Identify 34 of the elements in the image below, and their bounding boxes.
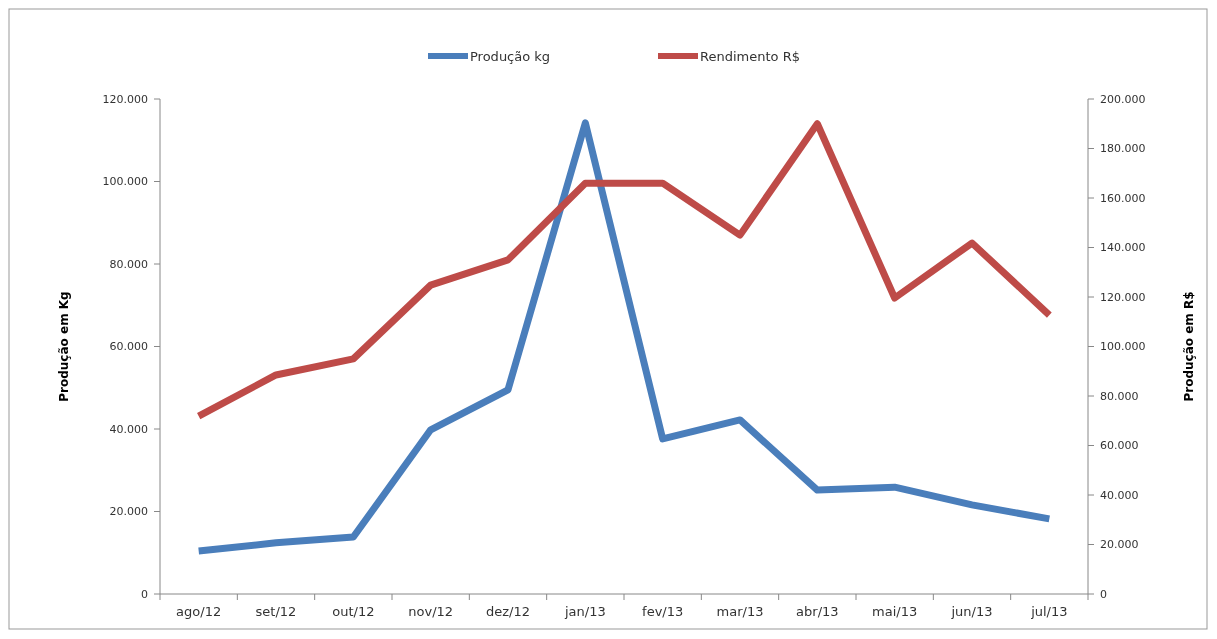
y-tick-label: 80.000 [109,257,148,271]
y2-tick-label: 180.000 [1100,142,1146,156]
y-tick-label: 0 [141,587,148,601]
y2-tick-label: 140.000 [1100,241,1146,255]
x-tick-label: jan/13 [563,604,606,619]
x-tick-label: out/12 [332,604,375,619]
x-tick-label: jul/13 [1030,604,1068,619]
legend-label: Rendimento R$ [700,48,800,64]
y-tick-label: 60.000 [109,340,148,354]
y2-tick-label: 200.000 [1100,92,1146,106]
y2-axis-title: Produção em R$ [1182,291,1196,402]
y2-tick-label: 60.000 [1100,439,1139,453]
x-tick-label: fev/13 [642,604,684,619]
x-tick-label: jun/13 [950,604,993,619]
x-tick-label: dez/12 [486,604,530,619]
x-tick-label: set/12 [255,604,297,619]
x-tick-label: ago/12 [176,604,222,619]
y-tick-label: 40.000 [109,422,148,436]
x-tick-label: abr/13 [796,604,839,619]
legend-label: Produção kg [470,48,551,64]
y2-tick-label: 160.000 [1100,191,1146,205]
x-tick-label: mar/13 [716,604,764,619]
x-tick-label: mai/13 [872,604,918,619]
y2-tick-label: 100.000 [1100,340,1146,354]
y2-tick-label: 120.000 [1100,290,1146,304]
x-tick-label: nov/12 [408,604,454,619]
y2-tick-label: 40.000 [1100,488,1139,502]
y-tick-label: 100.000 [102,175,148,189]
y2-tick-label: 0 [1100,587,1107,601]
y2-tick-label: 80.000 [1100,389,1139,403]
y-tick-label: 120.000 [102,92,148,106]
y-tick-label: 20.000 [109,505,148,519]
y-axis-title: Produção em Kg [57,291,71,402]
y2-tick-label: 20.000 [1100,538,1139,552]
